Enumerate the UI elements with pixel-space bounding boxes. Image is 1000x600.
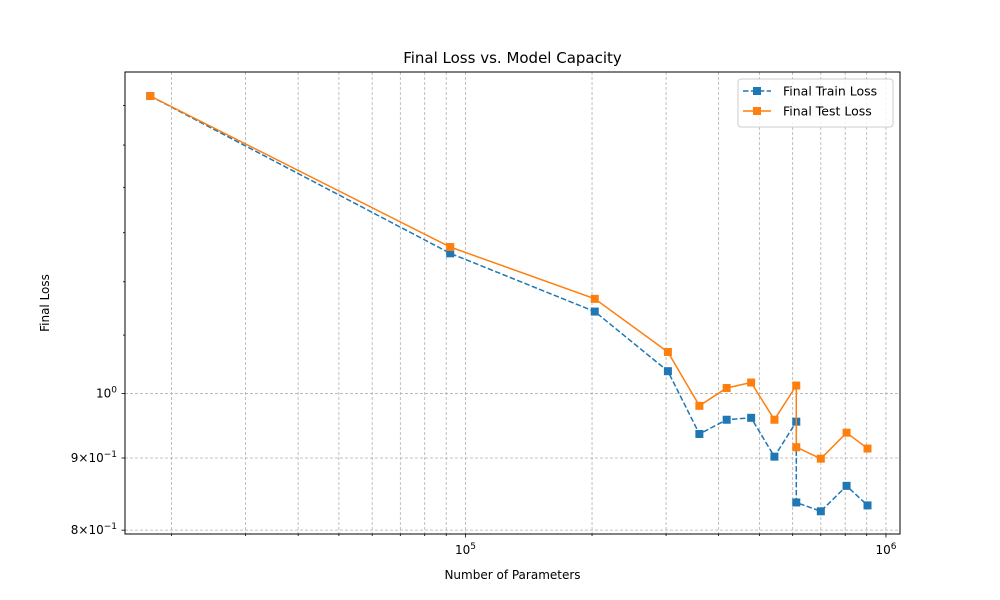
series-1 <box>146 92 872 463</box>
y-axis-title: Final Loss <box>38 274 52 332</box>
legend-label: Final Train Loss <box>783 84 877 99</box>
data-point <box>842 428 851 437</box>
grid <box>125 72 900 534</box>
legend-item: Final Train Loss <box>743 84 877 99</box>
data-point <box>590 307 599 316</box>
data-point <box>722 415 731 424</box>
y-tick-label: 9×10−1 <box>71 450 117 465</box>
data-point <box>816 454 825 463</box>
data-point <box>722 383 731 392</box>
data-point <box>747 413 756 422</box>
data-point <box>792 498 801 507</box>
y-tick-label: 8×10−1 <box>71 522 117 537</box>
data-point <box>590 294 599 303</box>
data-point <box>695 401 704 410</box>
data-point <box>770 452 779 461</box>
data-point <box>695 429 704 438</box>
legend: Final Train Loss Final Test Loss <box>737 78 894 128</box>
data-point <box>816 507 825 516</box>
data-point <box>792 381 801 390</box>
data-point <box>663 367 672 376</box>
x-tick-label: 106 <box>875 542 896 557</box>
series-0 <box>146 92 872 516</box>
legend-marker <box>753 107 761 115</box>
series-layer <box>146 92 872 516</box>
data-point <box>842 481 851 490</box>
chart-title: Final Loss vs. Model Capacity <box>403 49 622 67</box>
data-point <box>863 444 872 453</box>
legend-item: Final Test Loss <box>743 104 872 119</box>
data-point <box>446 249 455 258</box>
data-point <box>663 348 672 357</box>
y-tick-label-exponent: −1 <box>104 522 117 532</box>
data-point <box>747 378 756 387</box>
ticks: 100 9×10−1 8×10−1 105 106 <box>71 105 897 557</box>
data-point <box>146 92 155 101</box>
x-tick-label-exponent: 6 <box>891 542 897 552</box>
y-tick-label-exponent: 0 <box>111 385 117 395</box>
legend-label: Final Test Loss <box>783 104 872 119</box>
legend-box <box>737 78 894 128</box>
series-line <box>149 95 868 460</box>
data-point <box>446 243 455 252</box>
legend-marker <box>753 87 761 95</box>
x-axis-title: Number of Parameters <box>444 568 580 582</box>
plot-frame <box>124 71 901 535</box>
y-tick-label: 100 <box>96 385 117 400</box>
data-point <box>770 415 779 424</box>
series-line <box>149 95 869 513</box>
data-point <box>792 443 801 452</box>
x-tick-label-exponent: 5 <box>470 542 476 552</box>
data-point <box>863 501 872 510</box>
x-tick-label: 105 <box>455 542 476 557</box>
y-tick-label-exponent: −1 <box>104 450 117 460</box>
